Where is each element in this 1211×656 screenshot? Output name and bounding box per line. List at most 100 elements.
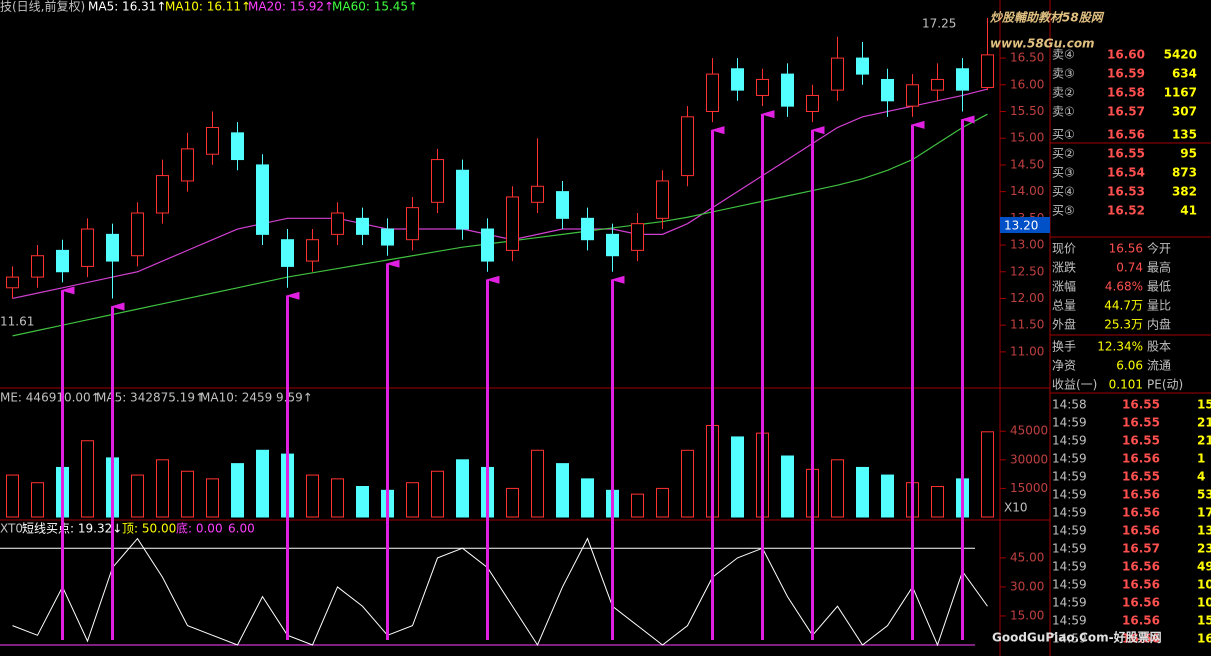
candle-body xyxy=(231,132,244,161)
tick-price: 16.55 xyxy=(1122,470,1160,484)
volume-bar xyxy=(556,463,569,518)
book-volume: 307 xyxy=(1172,105,1197,119)
book-volume: 634 xyxy=(1172,67,1197,81)
volume-bar xyxy=(656,487,669,518)
tick-volume: 17 xyxy=(1197,506,1211,520)
tick-time: 14:59 xyxy=(1052,506,1087,520)
candle-body xyxy=(906,84,919,107)
tick-time: 14:59 xyxy=(1052,524,1087,538)
volume-bar xyxy=(581,478,594,518)
quote-label: 最高 xyxy=(1147,260,1171,275)
candle-body xyxy=(256,164,269,235)
y-tick-label: 45.00 xyxy=(1010,550,1044,564)
ma-line xyxy=(12,88,988,300)
tick-price: 16.56 xyxy=(1122,596,1160,610)
candle-body xyxy=(381,228,394,246)
quote-label: 收益(一) xyxy=(1052,378,1097,392)
book-price: 16.56 xyxy=(1107,128,1145,142)
candle-body xyxy=(881,78,894,102)
volume-bar xyxy=(131,474,144,518)
quote-label: 外盘 xyxy=(1052,317,1076,332)
price-label: 11.61 xyxy=(0,315,34,329)
tick-time: 14:58 xyxy=(1052,398,1087,412)
y-tick-label: 15.00 xyxy=(1010,608,1044,622)
volume-bar xyxy=(681,449,694,518)
volume-bar xyxy=(881,474,894,518)
candle-body xyxy=(431,159,444,203)
volume-bar xyxy=(731,436,744,518)
book-price: 16.55 xyxy=(1107,147,1145,161)
watermark: www.58Gu.com xyxy=(990,37,1095,51)
volume-bar xyxy=(81,440,94,518)
book-price: 16.60 xyxy=(1107,48,1145,62)
quote-label: 量比 xyxy=(1147,299,1171,313)
quote-value: 0.101 xyxy=(1109,378,1143,392)
watermark: 炒股輔助教材58股网 xyxy=(989,11,1105,25)
volume-unit: X10 xyxy=(1004,501,1028,515)
candle-body xyxy=(781,73,794,107)
volume-bar xyxy=(531,449,544,518)
candle-body xyxy=(581,217,594,241)
tick-price: 16.55 xyxy=(1122,434,1160,448)
candle-body xyxy=(931,78,944,91)
volume-bar xyxy=(856,466,869,518)
book-volume: 41 xyxy=(1180,204,1197,218)
quote-label: 现价 xyxy=(1052,242,1076,256)
indicator-line xyxy=(12,537,988,647)
y-tick-label: 30.00 xyxy=(1010,579,1044,593)
candle-body xyxy=(106,233,119,262)
volume-header: MA10: 2459 9.59↑ xyxy=(200,391,313,405)
book-label: 买⑤ xyxy=(1052,204,1075,218)
indicator-header: 底: 0.00 xyxy=(176,521,223,536)
book-price: 16.54 xyxy=(1107,166,1145,180)
quote-label: 股本 xyxy=(1147,340,1171,354)
candle-body xyxy=(556,191,569,219)
y-tick-label: 11.00 xyxy=(1010,344,1044,358)
candle-body xyxy=(406,207,419,241)
candle-body xyxy=(56,249,69,273)
book-label: 买② xyxy=(1052,147,1075,161)
tick-price: 16.56 xyxy=(1122,614,1160,628)
book-volume: 382 xyxy=(1172,185,1197,199)
book-price: 16.58 xyxy=(1107,86,1145,100)
header-label: MA20: 15.92↑ xyxy=(248,0,334,14)
y-tick-label: 14.50 xyxy=(1010,157,1044,171)
quote-value: 12.34% xyxy=(1097,340,1143,354)
tick-price: 16.56 xyxy=(1122,506,1160,520)
y-tick-label: 14.00 xyxy=(1010,184,1044,198)
book-volume: 1167 xyxy=(1164,86,1197,100)
candle-body xyxy=(331,212,344,235)
tick-time: 14:59 xyxy=(1052,416,1087,430)
volume-bar xyxy=(931,486,944,518)
tick-volume: 10 xyxy=(1197,578,1211,592)
tick-volume: 23 xyxy=(1197,542,1211,556)
quote-label: 总量 xyxy=(1052,299,1076,313)
candle-body xyxy=(31,255,44,278)
quote-label: PE(动) xyxy=(1147,378,1183,392)
tick-volume: 4 xyxy=(1197,470,1205,484)
tick-time: 14:59 xyxy=(1052,470,1087,484)
tick-volume: 49 xyxy=(1197,560,1211,574)
candle-body xyxy=(681,116,694,177)
tick-volume: 21 xyxy=(1197,434,1211,448)
volume-bar xyxy=(156,459,169,518)
quote-label: 今开 xyxy=(1147,241,1171,256)
quote-value: 44.7万 xyxy=(1104,299,1143,313)
candle-body xyxy=(981,54,994,88)
candle-body xyxy=(481,228,494,262)
candle-body xyxy=(856,57,869,75)
y-tick-label: 16.00 xyxy=(1010,77,1044,91)
indicator-header: 顶: 50.00 xyxy=(122,522,176,536)
tick-volume: 53 xyxy=(1197,488,1211,502)
tick-volume: 15 xyxy=(1197,614,1211,628)
y-tick-label: 15.00 xyxy=(1010,131,1044,145)
quote-label: 最低 xyxy=(1147,280,1171,294)
book-label: 买④ xyxy=(1052,185,1075,199)
candle-body xyxy=(281,239,294,267)
y-tick-label: 16.50 xyxy=(1010,51,1044,65)
candle-body xyxy=(306,239,319,262)
y-tick-label: 13.00 xyxy=(1010,238,1044,252)
book-price: 16.52 xyxy=(1107,204,1145,218)
